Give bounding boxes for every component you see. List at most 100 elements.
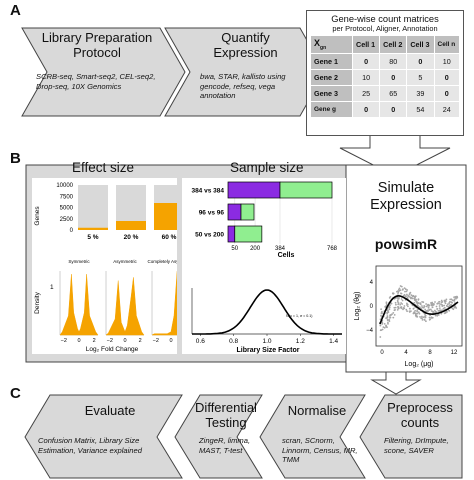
disp-point: [397, 298, 399, 300]
disp-point: [421, 319, 424, 321]
disp-point: [431, 316, 434, 319]
disp-point: [403, 287, 406, 289]
disp-point: [439, 309, 441, 311]
disp-point: [386, 312, 389, 315]
disp-point: [450, 301, 453, 304]
disp-point: [397, 307, 400, 309]
disp-point: [379, 336, 382, 338]
disp-point: [407, 305, 409, 308]
disp-point: [388, 308, 391, 311]
normalise-methods: scran, SCnorm, Linnorm, Census, MR, TMM: [282, 436, 358, 464]
disp-point: [443, 301, 446, 303]
disp-point: [453, 306, 456, 309]
disp-point: [421, 305, 423, 307]
sample-bar-group1: [227, 181, 281, 199]
disp-point: [424, 315, 426, 318]
disp-point: [436, 314, 439, 317]
matrix-corner: Xgn: [310, 35, 353, 54]
sample-row-label: 50 vs 200: [195, 232, 224, 239]
evaluate-methods: Confusion Matrix, Library Size Estimatio…: [38, 436, 142, 455]
disp-point: [405, 290, 408, 293]
count-matrix-box: Gene-wise count matrices per Protocol, A…: [306, 10, 464, 136]
panel-label-a: A: [10, 2, 21, 19]
density-charts: Density 1 Log₂ Fold Change Symmetric −2 0 2…: [34, 259, 177, 353]
disp-point: [383, 323, 386, 325]
disp-point: [408, 295, 410, 298]
disp-point: [380, 314, 382, 317]
disp-point: [381, 321, 384, 324]
disp-point: [388, 320, 391, 323]
disp-point: [410, 297, 412, 300]
lsf-chart: 0.6 0.8 1.0 1.2 1.4 Library Size Factor N(μ …: [191, 288, 342, 354]
density-panel-title: Asymmetric: [113, 259, 137, 264]
normalise-title: Normalise: [287, 403, 347, 418]
disp-point: [430, 303, 433, 305]
disp-point: [421, 301, 423, 303]
disp-point: [406, 303, 409, 306]
disp-point: [400, 298, 403, 300]
genes-bar-total: [78, 185, 108, 230]
disp-point: [392, 292, 394, 295]
disp-point: [417, 299, 420, 301]
disp-point: [438, 307, 441, 309]
density-xtick: −2: [107, 338, 113, 344]
simulate-title: Simulate Expression: [370, 180, 442, 213]
disp-point: [388, 319, 391, 321]
matrix-col-header: Cell 3: [406, 35, 435, 54]
lsf-xtick: 1.4: [329, 338, 338, 345]
sample-xtick: 768: [327, 246, 338, 252]
genes-ytick: 2500: [60, 217, 74, 223]
matrix-cell: 80: [379, 53, 408, 70]
disp-point: [441, 301, 444, 303]
library-prep-title: Library Preparation Protocol: [41, 30, 153, 60]
disp-point: [397, 293, 399, 295]
matrix-col-header: Cell n: [433, 35, 461, 54]
disp-point: [392, 312, 395, 314]
disp-point: [429, 318, 432, 320]
density-ylabel: Density: [34, 291, 41, 313]
genes-bar-chart: Genes 10000 7500 5000 2500 0 5 % 20 % 60 %: [34, 183, 177, 241]
matrix-cell: 5: [406, 69, 435, 86]
disp-point: [424, 308, 427, 311]
disp-point: [419, 316, 421, 318]
matrix-cell: 0: [433, 69, 461, 86]
disp-point: [438, 303, 441, 305]
count-matrix-table: Xgn Cell 1 Cell 2 Cell 3 Cell n Gene 1 0…: [310, 35, 461, 118]
density-area: [151, 270, 177, 336]
matrix-row-header: Gene 1: [310, 53, 353, 70]
disp-point: [414, 309, 417, 312]
disp-point: [434, 311, 437, 314]
disp-point: [428, 309, 431, 311]
disp-point: [396, 299, 399, 302]
disp-point: [412, 308, 415, 310]
disp-point: [427, 305, 430, 307]
lsf-xtick: 1.0: [262, 338, 271, 345]
disp-point: [379, 324, 382, 327]
matrix-cell: 39: [406, 85, 435, 102]
disp-point: [444, 302, 447, 305]
density-xlabel: Log₂ Fold Change: [86, 346, 139, 353]
disp-point: [414, 295, 417, 298]
density-xtick: −2: [61, 338, 67, 344]
disp-point: [408, 293, 411, 296]
disp-point: [453, 299, 455, 302]
genes-bar-de: [116, 221, 146, 230]
sample-size-canvas: [182, 178, 346, 354]
disp-point: [406, 310, 408, 313]
disp-point: [420, 317, 423, 320]
disp-point: [443, 306, 446, 309]
disp-point: [410, 294, 413, 297]
sample-xtick: 200: [250, 246, 261, 252]
effect-size-title: Effect size: [72, 160, 135, 175]
disp-point: [453, 298, 456, 301]
lsf-xtick: 1.2: [296, 338, 305, 345]
disp-point: [414, 299, 417, 302]
disp-point: [413, 297, 416, 300]
preprocess-title: Preprocess counts: [387, 400, 453, 430]
disp-point: [392, 316, 395, 319]
density-ytick: 1: [50, 284, 54, 291]
disp-point: [411, 297, 414, 300]
disp-point: [436, 302, 439, 305]
disp-ytick: 4: [370, 280, 374, 286]
genes-category-label: 5 %: [87, 234, 98, 241]
